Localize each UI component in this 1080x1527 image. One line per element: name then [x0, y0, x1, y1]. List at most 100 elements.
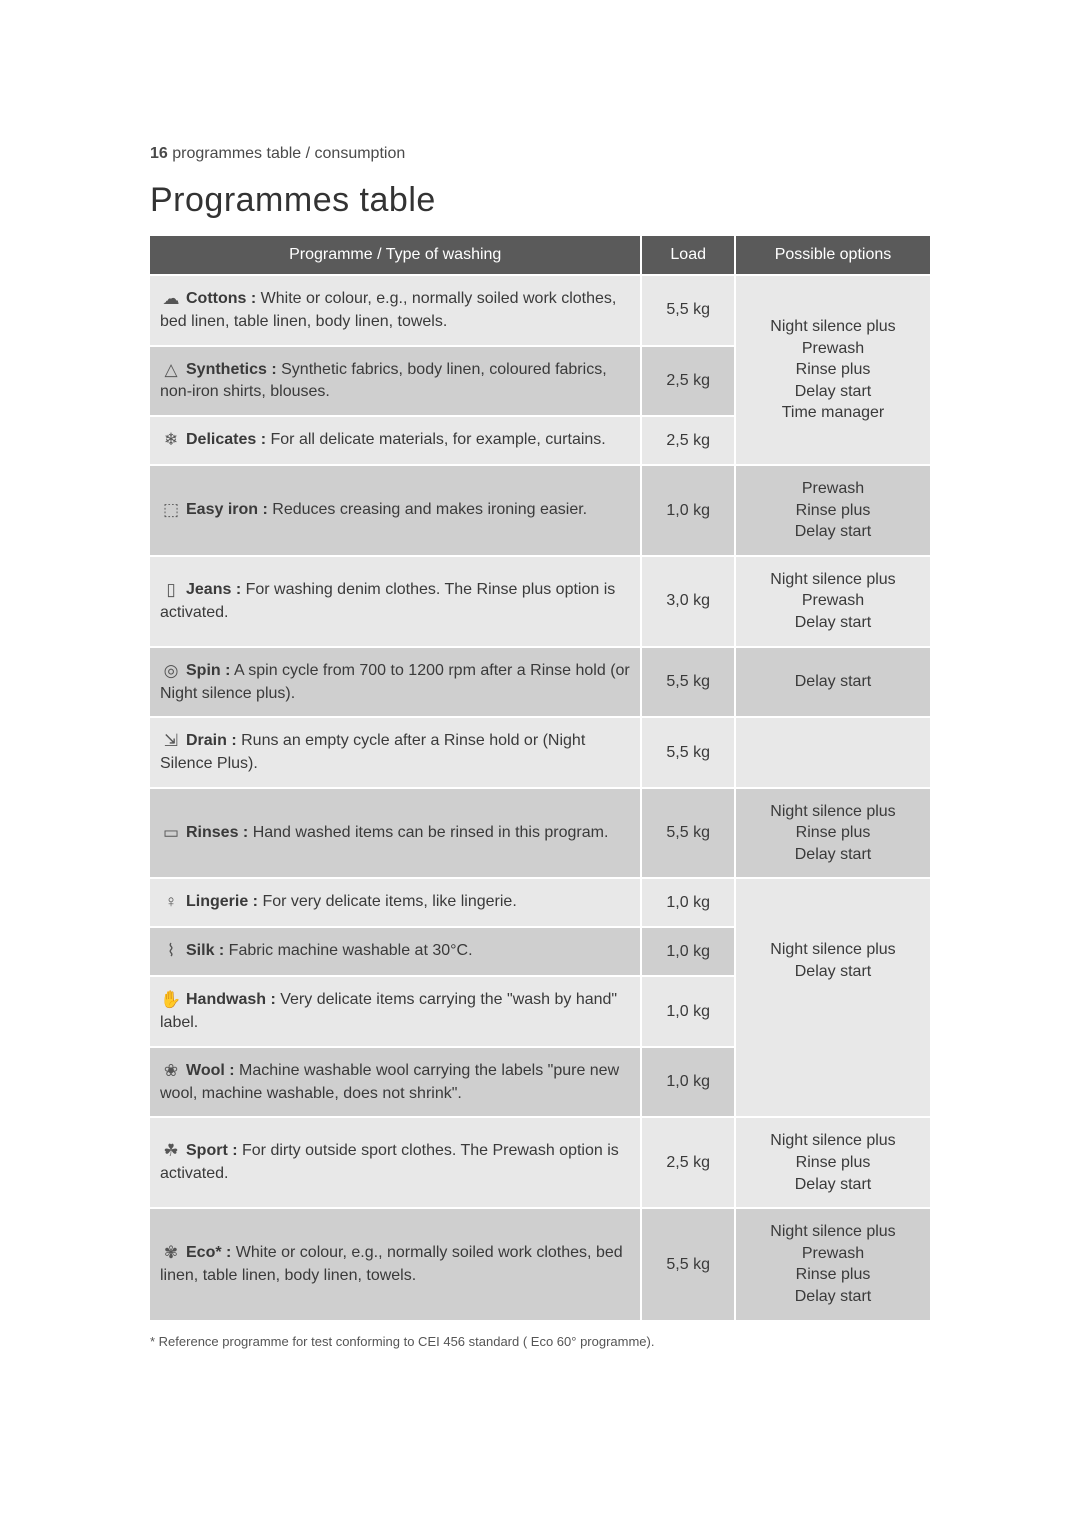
- programme-desc: Fabric machine washable at 30°C.: [224, 942, 472, 959]
- programme-icon: ♀: [160, 891, 182, 914]
- load-cell: 5,5 kg: [641, 275, 735, 346]
- programme-name: Sport :: [186, 1142, 238, 1159]
- programme-icon: ⌇: [160, 940, 182, 963]
- option-line: Night silence plus: [746, 801, 920, 823]
- programme-cell: ♀Lingerie : For very delicate items, lik…: [150, 878, 641, 927]
- option-line: Rinse plus: [746, 500, 920, 522]
- programme-name: Delicates :: [186, 431, 266, 448]
- page-title: Programmes table: [150, 181, 930, 220]
- programme-cell: ✋Handwash : Very delicate items carrying…: [150, 976, 641, 1047]
- col-programme: Programme / Type of washing: [150, 236, 641, 275]
- programme-cell: △Synthetics : Synthetic fabrics, body li…: [150, 346, 641, 417]
- programmes-table: Programme / Type of washing Load Possibl…: [150, 236, 930, 1320]
- programme-name: Spin :: [186, 662, 230, 679]
- programme-icon: ▭: [160, 822, 182, 845]
- options-cell: Night silence plusDelay start: [735, 878, 930, 1117]
- programme-icon: ✾: [160, 1242, 182, 1265]
- programme-desc: For very delicate items, like lingerie.: [258, 893, 517, 910]
- option-line: Night silence plus: [746, 939, 920, 961]
- running-head: 16 programmes table / consumption: [150, 145, 930, 163]
- col-options: Possible options: [735, 236, 930, 275]
- programme-icon: ☘: [160, 1140, 182, 1163]
- table-row: ☁Cottons : White or colour, e.g., normal…: [150, 275, 930, 346]
- load-cell: 2,5 kg: [641, 416, 735, 465]
- table-row: ✾Eco* : White or colour, e.g., normally …: [150, 1208, 930, 1319]
- table-row: ⬚Easy iron : Reduces creasing and makes …: [150, 465, 930, 556]
- table-row: ⇲Drain : Runs an empty cycle after a Rin…: [150, 717, 930, 788]
- programme-name: Eco* :: [186, 1244, 231, 1261]
- option-line: Delay start: [746, 612, 920, 634]
- options-cell: Night silence plusPrewashDelay start: [735, 556, 930, 647]
- programme-icon: ❀: [160, 1060, 182, 1083]
- options-cell: Night silence plusRinse plusDelay start: [735, 1117, 930, 1208]
- load-cell: 5,5 kg: [641, 1208, 735, 1319]
- programme-icon: ▯: [160, 579, 182, 602]
- option-line: Night silence plus: [746, 1221, 920, 1243]
- option-line: Prewash: [746, 1243, 920, 1265]
- table-row: ▯Jeans : For washing denim clothes. The …: [150, 556, 930, 647]
- programme-name: Synthetics :: [186, 361, 277, 378]
- option-line: Night silence plus: [746, 1130, 920, 1152]
- programme-name: Wool :: [186, 1062, 235, 1079]
- page-number: 16: [150, 145, 168, 162]
- option-line: Night silence plus: [746, 316, 920, 338]
- programme-icon: ☁: [160, 288, 182, 311]
- programme-icon: ⇲: [160, 730, 182, 753]
- load-cell: 1,0 kg: [641, 465, 735, 556]
- options-cell: Night silence plusRinse plusDelay start: [735, 788, 930, 879]
- option-line: Prewash: [746, 478, 920, 500]
- programme-name: Cottons :: [186, 290, 256, 307]
- programme-name: Silk :: [186, 942, 224, 959]
- options-cell: Delay start: [735, 647, 930, 718]
- programme-desc: Hand washed items can be rinsed in this …: [248, 824, 608, 841]
- programme-name: Easy iron :: [186, 501, 268, 518]
- table-row: ☘Sport : For dirty outside sport clothes…: [150, 1117, 930, 1208]
- programme-desc: A spin cycle from 700 to 1200 rpm after …: [160, 662, 630, 702]
- option-line: Delay start: [746, 671, 920, 693]
- table-row: ▭Rinses : Hand washed items can be rinse…: [150, 788, 930, 879]
- load-cell: 1,0 kg: [641, 878, 735, 927]
- load-cell: 5,5 kg: [641, 647, 735, 718]
- option-line: Prewash: [746, 590, 920, 612]
- option-line: Delay start: [746, 1174, 920, 1196]
- table-row: ♀Lingerie : For very delicate items, lik…: [150, 878, 930, 927]
- programme-name: Lingerie :: [186, 893, 258, 910]
- programme-name: Drain :: [186, 732, 237, 749]
- option-line: Night silence plus: [746, 569, 920, 591]
- load-cell: 5,5 kg: [641, 717, 735, 788]
- programme-name: Rinses :: [186, 824, 248, 841]
- programme-icon: ◎: [160, 660, 182, 683]
- option-line: Delay start: [746, 961, 920, 983]
- option-line: Time manager: [746, 402, 920, 424]
- programme-cell: ⌇Silk : Fabric machine washable at 30°C.: [150, 927, 641, 976]
- col-load: Load: [641, 236, 735, 275]
- option-line: Rinse plus: [746, 359, 920, 381]
- programme-icon: ❄: [160, 429, 182, 452]
- options-cell: PrewashRinse plusDelay start: [735, 465, 930, 556]
- option-line: Rinse plus: [746, 822, 920, 844]
- page: 16 programmes table / consumption Progra…: [0, 0, 1080, 1527]
- programme-cell: ☁Cottons : White or colour, e.g., normal…: [150, 275, 641, 346]
- option-line: Delay start: [746, 381, 920, 403]
- options-cell: Night silence plusPrewashRinse plusDelay…: [735, 275, 930, 465]
- programme-cell: ⬚Easy iron : Reduces creasing and makes …: [150, 465, 641, 556]
- option-line: Delay start: [746, 1286, 920, 1308]
- programme-cell: ❄Delicates : For all delicate materials,…: [150, 416, 641, 465]
- options-cell: Night silence plusPrewashRinse plusDelay…: [735, 1208, 930, 1319]
- programme-cell: ✾Eco* : White or colour, e.g., normally …: [150, 1208, 641, 1319]
- table-header-row: Programme / Type of washing Load Possibl…: [150, 236, 930, 275]
- programme-cell: ❀Wool : Machine washable wool carrying t…: [150, 1047, 641, 1118]
- option-line: Delay start: [746, 521, 920, 543]
- programme-cell: ☘Sport : For dirty outside sport clothes…: [150, 1117, 641, 1208]
- running-head-text: programmes table / consumption: [168, 145, 405, 162]
- programme-desc: Reduces creasing and makes ironing easie…: [268, 501, 587, 518]
- load-cell: 1,0 kg: [641, 976, 735, 1047]
- option-line: Rinse plus: [746, 1264, 920, 1286]
- footnote: * Reference programme for test conformin…: [150, 1334, 930, 1349]
- programme-name: Handwash :: [186, 991, 276, 1008]
- option-line: Delay start: [746, 844, 920, 866]
- load-cell: 3,0 kg: [641, 556, 735, 647]
- programme-desc: For all delicate materials, for example,…: [266, 431, 606, 448]
- programme-icon: ✋: [160, 989, 182, 1012]
- table-row: ◎Spin : A spin cycle from 700 to 1200 rp…: [150, 647, 930, 718]
